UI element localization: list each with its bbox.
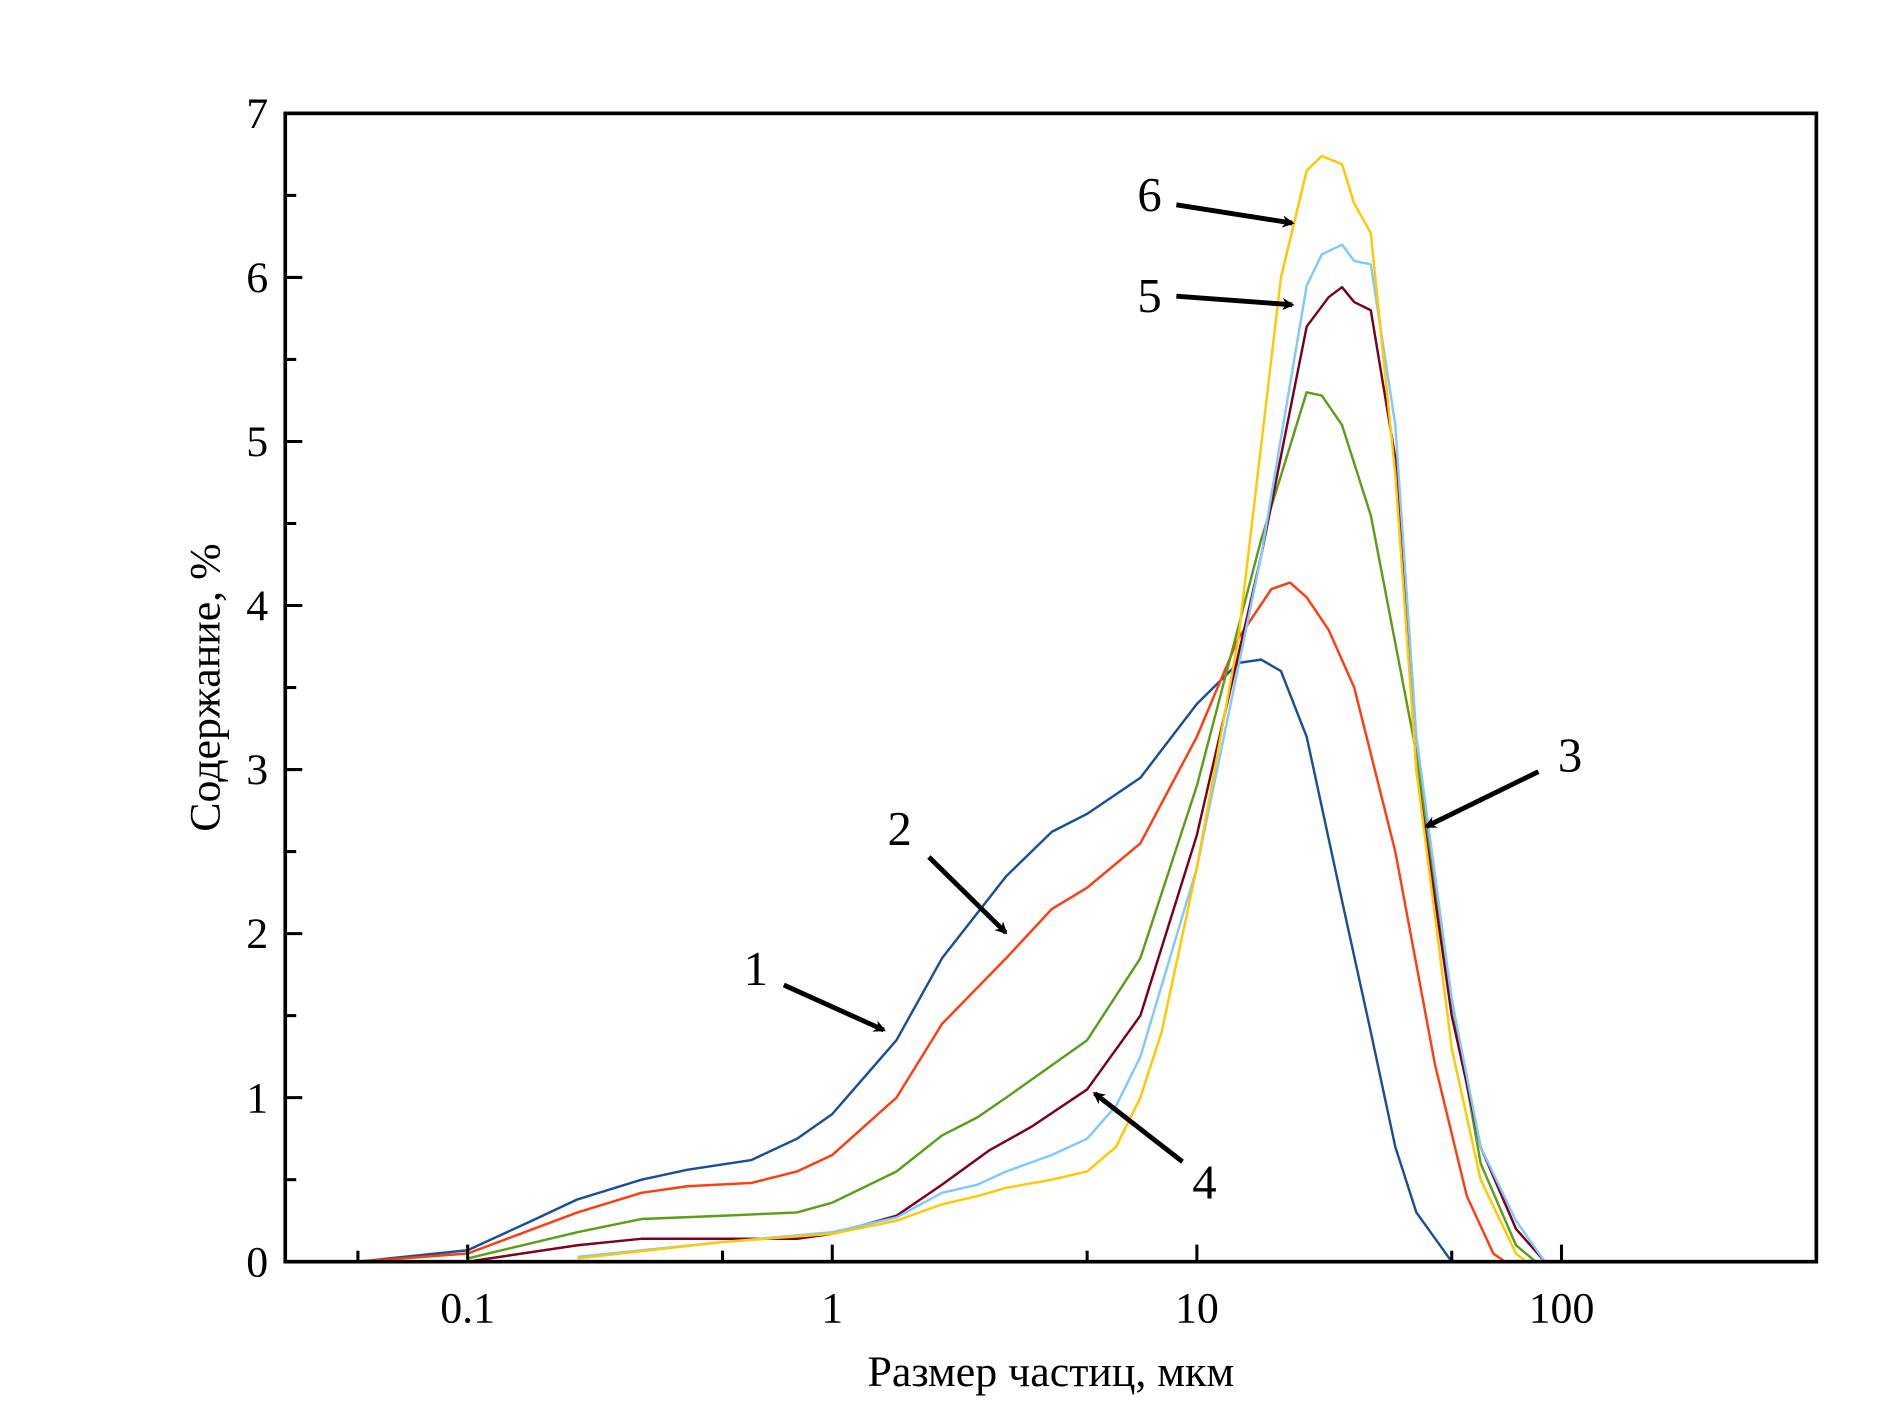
y-tick-label: 2 <box>246 910 268 958</box>
annotation-layer: 1 2 3 4 5 6 <box>744 168 1583 1209</box>
annotation-arrow-1 <box>782 982 887 1033</box>
annotation-arrow-2 <box>927 855 1008 935</box>
annotation-arrow-4 <box>1092 1091 1184 1164</box>
annotation-label-6: 6 <box>1137 168 1161 222</box>
x-tick-label: 100 <box>1529 1285 1595 1333</box>
y-tick-label: 1 <box>246 1074 268 1122</box>
y-tick-label: 0 <box>246 1238 268 1286</box>
annotation-label-4: 4 <box>1192 1155 1216 1209</box>
y-tick-label: 3 <box>246 746 268 794</box>
annotation-arrow-3 <box>1424 769 1540 829</box>
y-tick-label: 5 <box>246 418 268 466</box>
annotation-label-1: 1 <box>744 942 768 996</box>
annotation-arrow-6 <box>1175 202 1295 228</box>
series-layer <box>357 154 1546 1263</box>
x-tick-label: 0.1 <box>440 1285 495 1333</box>
series-line-4 <box>467 285 1546 1263</box>
annotation-label-5: 5 <box>1137 269 1161 323</box>
x-tick-label: 1 <box>821 1285 843 1333</box>
y-tick-label: 6 <box>246 254 268 302</box>
series-line-6 <box>577 154 1527 1263</box>
y-axis-label: Содержание, % <box>181 543 229 831</box>
series-line-5 <box>577 243 1546 1263</box>
series-line-1 <box>357 658 1453 1263</box>
annotation-arrow-5 <box>1176 293 1295 311</box>
y-tick-label: 7 <box>246 90 268 138</box>
series-line-2 <box>357 581 1506 1263</box>
annotation-label-3: 3 <box>1558 729 1582 783</box>
annotation-label-2: 2 <box>887 802 911 856</box>
axes-layer: 0.1 1 10 100 0 1 2 3 4 5 6 7 <box>246 90 1594 1333</box>
y-tick-label: 4 <box>246 582 268 630</box>
x-tick-label: 10 <box>1175 1285 1219 1333</box>
x-axis-label: Размер частиц, мкм <box>867 1348 1234 1396</box>
series-line-3 <box>467 391 1537 1263</box>
plot-frame <box>283 111 1819 1264</box>
